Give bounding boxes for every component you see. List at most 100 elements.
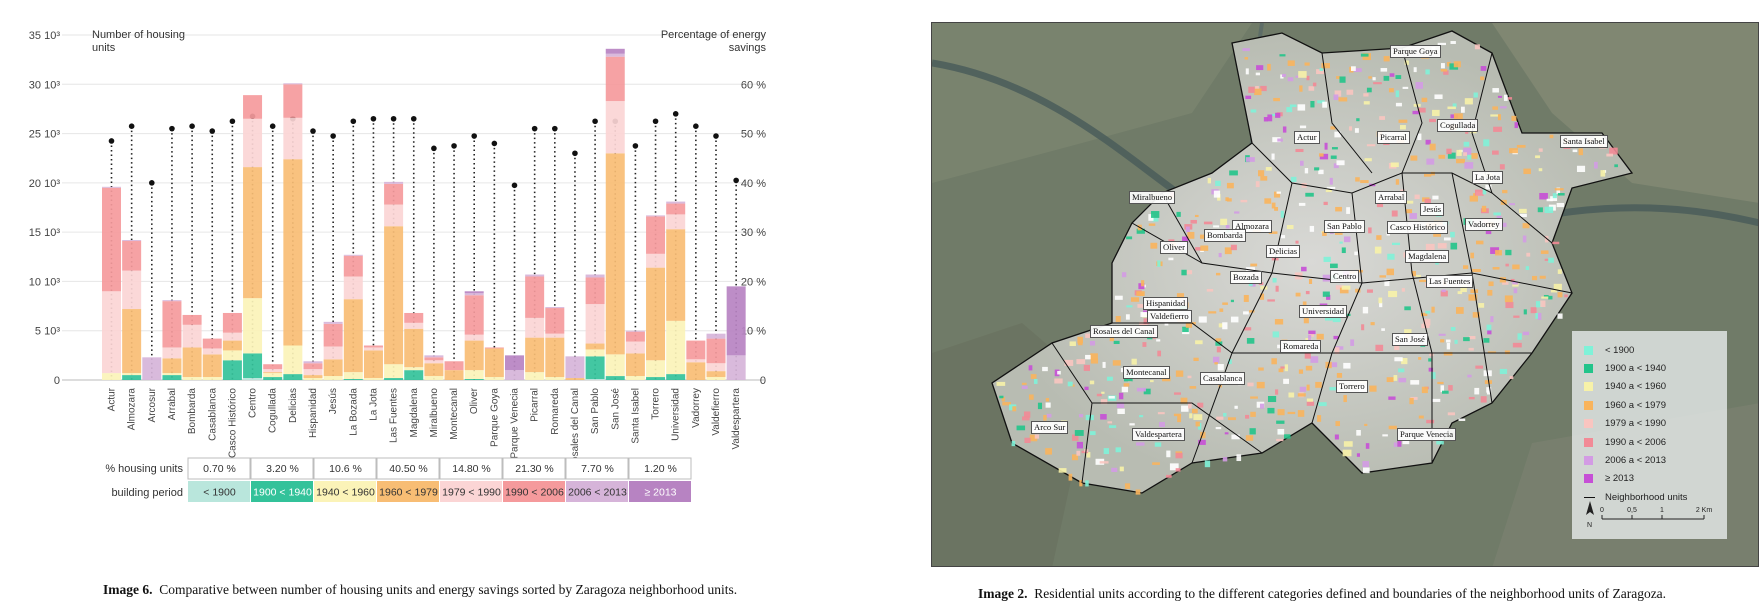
- residential-block: [1361, 324, 1365, 331]
- neighborhood-label: Bozada: [1230, 271, 1262, 284]
- residential-block: [1535, 313, 1541, 319]
- x-category-label: Valdefierro: [711, 388, 722, 436]
- residential-block: [1499, 368, 1508, 375]
- residential-block: [1450, 242, 1458, 250]
- residential-block: [1492, 267, 1500, 270]
- legend-label: ≥ 2013: [1605, 473, 1634, 485]
- table-pct-cell: [439, 457, 503, 480]
- residential-block: [1225, 225, 1230, 229]
- zaragoza-map: Parque Goya Actur Picarral Cogullada Santa I…: [931, 22, 1759, 567]
- table-period-cell: [188, 481, 250, 502]
- residential-block: [1440, 385, 1445, 393]
- residential-block: [1394, 343, 1400, 351]
- residential-block: [1154, 442, 1162, 447]
- bar-segment: [162, 300, 182, 302]
- residential-block: [1246, 338, 1255, 344]
- residential-block: [1450, 327, 1456, 331]
- bar-segment: [263, 372, 283, 374]
- legend-row: 1900 a < 1940: [1584, 359, 1719, 377]
- residential-block: [1100, 399, 1108, 405]
- residential-block: [1576, 165, 1586, 173]
- residential-block: [1322, 291, 1330, 297]
- residential-block: [1388, 290, 1398, 298]
- y-right-tick-label: 40 %: [741, 178, 766, 190]
- bar-segment: [283, 159, 303, 346]
- bar-segment: [666, 320, 686, 375]
- legend-label: < 1900: [1605, 344, 1635, 356]
- residential-block: [1376, 235, 1382, 240]
- legend-swatch: [1584, 456, 1593, 466]
- bar-segment: [363, 350, 383, 379]
- residential-block: [1543, 294, 1549, 298]
- neighborhood-label: Parque Goya: [1390, 45, 1441, 58]
- residential-block: [1404, 60, 1409, 65]
- neighborhood-label: Parque Venecia: [1397, 428, 1457, 441]
- residential-block: [1556, 202, 1564, 208]
- energy-savings-point: [572, 150, 578, 157]
- neighborhood-label: Torrero: [1336, 380, 1368, 393]
- residential-block: [1346, 89, 1354, 95]
- bar-segment: [283, 117, 303, 160]
- bar-segment: [605, 376, 625, 380]
- residential-block: [1365, 443, 1370, 449]
- bar-segment: [122, 309, 142, 374]
- bar-segment: [323, 323, 343, 347]
- residential-block: [1089, 380, 1095, 385]
- residential-block: [1173, 413, 1182, 417]
- residential-block: [1532, 275, 1538, 281]
- residential-block: [1428, 367, 1434, 372]
- residential-block: [1198, 439, 1206, 445]
- residential-block: [1037, 402, 1043, 410]
- residential-block: [1222, 322, 1228, 330]
- bar-segment: [283, 84, 303, 118]
- residential-block: [1458, 418, 1466, 421]
- table-pct-value: 10.6 %: [329, 463, 362, 475]
- residential-block: [1189, 386, 1197, 389]
- x-category-label: San José: [610, 388, 621, 430]
- table-pct-value: 21.30 %: [515, 463, 554, 475]
- residential-block: [1609, 147, 1618, 155]
- neighborhood-label: Actur: [1294, 131, 1320, 144]
- y-right-tick-label: 20 %: [741, 276, 766, 288]
- y-left-tick-labels: 0 5 10³ 10 10³ 15 10³ 20 10³ 25 10³ 30 10³ 35 1…: [29, 30, 61, 387]
- residential-block: [1502, 281, 1509, 285]
- residential-block: [1045, 448, 1052, 455]
- bar-segment: [464, 291, 484, 294]
- residential-block: [1362, 306, 1369, 314]
- residential-block: [1085, 480, 1089, 487]
- residential-block: [1474, 387, 1480, 395]
- residential-block: [1469, 195, 1478, 202]
- residential-block: [1030, 374, 1037, 379]
- residential-block: [1306, 75, 1310, 81]
- residential-block: [1468, 396, 1475, 400]
- residential-block: [1420, 312, 1428, 317]
- residential-block: [1550, 196, 1558, 202]
- residential-block: [1519, 213, 1527, 218]
- residential-block: [1267, 407, 1275, 414]
- residential-block: [1446, 148, 1452, 155]
- residential-block: [1220, 218, 1228, 226]
- residential-block: [1360, 180, 1369, 184]
- residential-block: [1271, 113, 1276, 116]
- residential-block: [1308, 278, 1313, 284]
- residential-block: [1089, 340, 1096, 346]
- residential-block: [1280, 210, 1284, 218]
- table-pct-cell: [565, 457, 629, 480]
- residential-block: [1328, 362, 1338, 368]
- residential-block: [1487, 329, 1492, 335]
- residential-block: [1250, 263, 1258, 267]
- residential-block: [1264, 198, 1272, 204]
- residential-block: [1509, 148, 1518, 154]
- residential-block: [1069, 341, 1076, 347]
- neighborhood-boundaries: [1051, 47, 1573, 484]
- residential-block: [1399, 125, 1406, 130]
- energy-savings-point: [149, 180, 155, 186]
- bar-segment: [464, 370, 484, 380]
- bar-segment: [666, 374, 686, 380]
- residential-block: [1383, 56, 1390, 62]
- residential-block: [1306, 384, 1310, 391]
- residential-block: [1343, 236, 1351, 243]
- residential-block: [1426, 158, 1435, 165]
- bar-segment: [505, 355, 524, 371]
- energy-savings-point: [169, 125, 175, 132]
